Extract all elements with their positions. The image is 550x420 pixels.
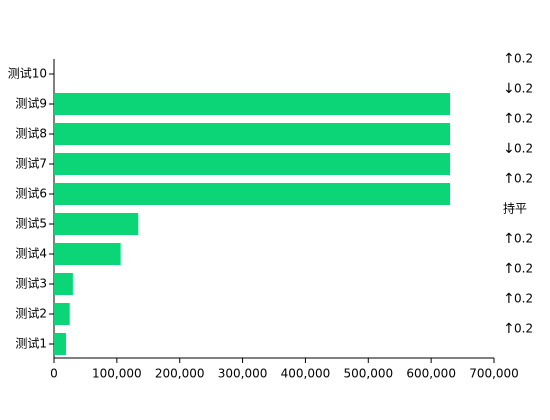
x-tick-label: 600,000 [406, 367, 456, 381]
x-tick-label: 200,000 [155, 367, 205, 381]
y-tick-label: 测试8 [15, 126, 47, 141]
trend-arrow: ↑ [503, 171, 515, 187]
trend-value: 0.2 [514, 52, 533, 66]
y-tick-label: 测试10 [8, 66, 47, 81]
bar [54, 123, 450, 145]
trend-arrow: ↓ [503, 141, 515, 157]
trend-arrow: ↑ [503, 231, 515, 247]
y-tick-label: 测试3 [15, 276, 47, 291]
trend-value: 0.2 [514, 232, 533, 246]
trend-value: 0.2 [514, 262, 533, 276]
trend-value: 0.2 [514, 322, 533, 336]
bar [54, 183, 450, 205]
trend-arrow: ↑ [503, 51, 515, 67]
bar [54, 213, 139, 235]
x-tick-label: 300,000 [218, 367, 268, 381]
y-tick-label: 测试5 [15, 216, 47, 231]
bar [54, 333, 66, 355]
trend-value: 0.2 [514, 82, 533, 96]
trend-arrow: ↓ [503, 81, 515, 97]
trend-value: 持平 [503, 201, 527, 216]
y-tick-label: 测试6 [15, 186, 47, 201]
trend-value: 0.2 [514, 112, 533, 126]
bar [54, 243, 121, 265]
x-tick-label: 400,000 [281, 367, 331, 381]
y-tick-label: 测试7 [15, 156, 47, 171]
bar [54, 93, 450, 115]
trend-arrow: ↑ [503, 261, 515, 277]
bar [54, 273, 73, 295]
x-tick-label: 700,000 [469, 367, 519, 381]
y-tick-label: 测试4 [15, 246, 47, 261]
x-tick-label: 500,000 [343, 367, 393, 381]
trend-arrow: ↑ [503, 111, 515, 127]
trend-value: 0.2 [514, 142, 533, 156]
y-tick-label: 测试2 [15, 306, 47, 321]
trend-arrow: ↑ [503, 291, 515, 307]
y-tick-label: 测试1 [15, 336, 47, 351]
trend-value: 0.2 [514, 172, 533, 186]
y-tick-label: 测试9 [15, 96, 47, 111]
bar [54, 303, 70, 325]
x-tick-label: 100,000 [92, 367, 142, 381]
bar [54, 153, 450, 175]
trend-value: 0.2 [514, 292, 533, 306]
x-tick-label: 0 [50, 367, 58, 381]
trend-arrow: ↑ [503, 321, 515, 337]
